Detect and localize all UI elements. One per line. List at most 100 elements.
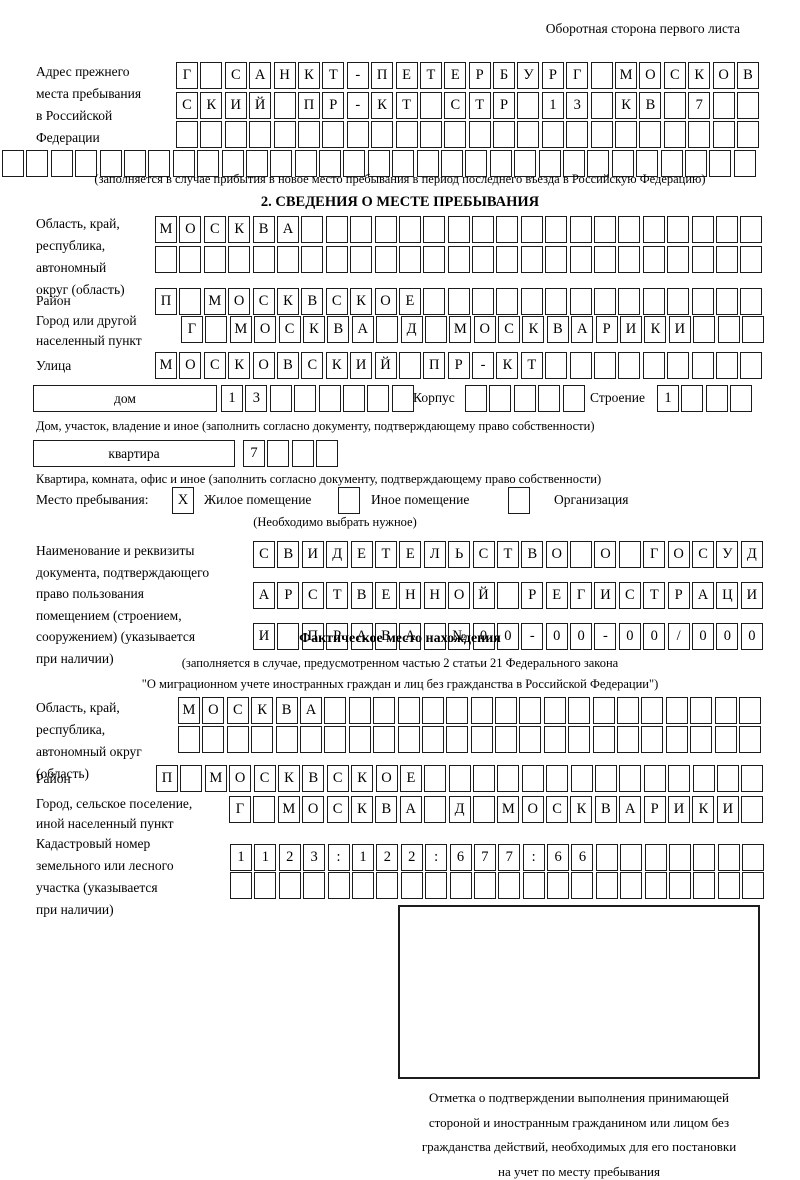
char-cell[interactable]: С [278, 316, 301, 343]
char-cell[interactable]: К [251, 697, 274, 724]
char-cell[interactable] [541, 121, 564, 148]
char-cell[interactable] [590, 121, 613, 148]
char-cell[interactable]: Е [398, 288, 421, 315]
char-cell[interactable]: К [200, 92, 223, 119]
char-cell[interactable]: А [276, 216, 299, 243]
char-cell[interactable]: М [449, 316, 472, 343]
char-cell[interactable] [691, 216, 714, 243]
char-cell[interactable] [472, 216, 495, 243]
char-cell[interactable] [641, 697, 664, 724]
char-cell[interactable] [397, 726, 420, 753]
char-cell[interactable] [545, 216, 568, 243]
char-cell[interactable] [253, 796, 276, 823]
char-cell[interactable] [595, 872, 618, 899]
char-cell[interactable]: Д [740, 541, 763, 568]
char-cell[interactable] [468, 121, 491, 148]
char-cell[interactable] [205, 316, 228, 343]
char-cell[interactable] [392, 150, 415, 177]
char-cell[interactable]: О [473, 316, 496, 343]
char-cell[interactable] [447, 288, 470, 315]
char-cell[interactable]: М [204, 765, 227, 792]
char-cell[interactable] [397, 697, 420, 724]
char-cell[interactable] [618, 541, 641, 568]
char-cell[interactable] [620, 872, 643, 899]
char-cell[interactable] [496, 288, 519, 315]
char-cell[interactable] [643, 765, 666, 792]
char-cell[interactable]: Т [643, 582, 666, 609]
char-cell[interactable]: С [546, 796, 569, 823]
char-cell[interactable] [562, 150, 585, 177]
char-cell[interactable]: М [277, 796, 300, 823]
char-cell[interactable] [617, 697, 640, 724]
char-cell[interactable] [473, 765, 496, 792]
char-cell[interactable] [667, 216, 690, 243]
char-cell[interactable] [715, 216, 738, 243]
char-cell[interactable]: В [277, 541, 300, 568]
char-cell[interactable] [497, 765, 520, 792]
char-cell[interactable]: И [716, 796, 739, 823]
char-cell[interactable] [520, 288, 543, 315]
char-cell[interactable] [595, 844, 618, 871]
char-cell[interactable] [517, 92, 540, 119]
char-cell[interactable] [367, 385, 390, 412]
char-cell[interactable] [148, 150, 171, 177]
char-cell[interactable] [202, 726, 225, 753]
char-cell[interactable]: О [252, 352, 275, 379]
char-cell[interactable] [590, 92, 613, 119]
char-cell[interactable]: В [302, 765, 325, 792]
char-cell[interactable] [496, 246, 519, 273]
char-cell[interactable] [740, 288, 763, 315]
char-cell[interactable]: - [472, 352, 495, 379]
char-cell[interactable] [245, 150, 268, 177]
char-cell[interactable] [155, 246, 177, 273]
char-cell[interactable]: К [302, 316, 325, 343]
char-cell[interactable] [547, 872, 570, 899]
char-cell[interactable] [419, 121, 442, 148]
char-cell[interactable] [449, 872, 472, 899]
char-cell[interactable] [546, 765, 569, 792]
char-cell[interactable] [691, 288, 714, 315]
char-cell[interactable] [690, 697, 713, 724]
char-cell[interactable] [715, 246, 738, 273]
char-cell[interactable] [203, 246, 226, 273]
char-cell[interactable] [693, 316, 716, 343]
char-cell[interactable]: А [399, 623, 422, 650]
char-cell[interactable]: В [350, 582, 373, 609]
char-cell[interactable] [740, 246, 763, 273]
char-cell[interactable]: М [178, 697, 200, 724]
char-cell[interactable] [568, 697, 591, 724]
char-cell[interactable]: 0 [692, 623, 715, 650]
char-cell[interactable]: - [594, 623, 617, 650]
char-cell[interactable] [200, 62, 223, 89]
char-cell[interactable] [342, 385, 365, 412]
char-cell[interactable]: О [375, 765, 398, 792]
char-cell[interactable] [470, 726, 493, 753]
char-cell[interactable]: Д [326, 541, 349, 568]
char-cell[interactable] [566, 121, 589, 148]
char-cell[interactable] [522, 872, 545, 899]
char-cell[interactable]: С [498, 316, 521, 343]
char-cell[interactable] [178, 726, 200, 753]
char-cell[interactable] [521, 765, 544, 792]
char-cell[interactable] [348, 726, 371, 753]
char-cell[interactable]: К [692, 796, 715, 823]
char-cell[interactable]: П [301, 623, 324, 650]
char-cell[interactable] [424, 796, 447, 823]
char-cell[interactable] [618, 352, 641, 379]
char-cell[interactable] [639, 121, 662, 148]
char-cell[interactable] [496, 216, 519, 243]
char-cell[interactable] [496, 582, 519, 609]
char-cell[interactable]: 0 [472, 623, 495, 650]
char-cell[interactable] [441, 150, 464, 177]
char-cell[interactable]: Д [448, 796, 471, 823]
char-cell[interactable] [416, 150, 439, 177]
char-cell[interactable] [594, 288, 617, 315]
char-cell[interactable] [667, 246, 690, 273]
char-cell[interactable]: Т [395, 92, 418, 119]
char-cell[interactable] [277, 623, 300, 650]
char-cell[interactable] [350, 216, 373, 243]
char-cell[interactable]: Е [399, 765, 422, 792]
char-cell[interactable]: А [619, 796, 642, 823]
char-cell[interactable]: П [156, 765, 178, 792]
char-cell[interactable]: Р [667, 582, 690, 609]
